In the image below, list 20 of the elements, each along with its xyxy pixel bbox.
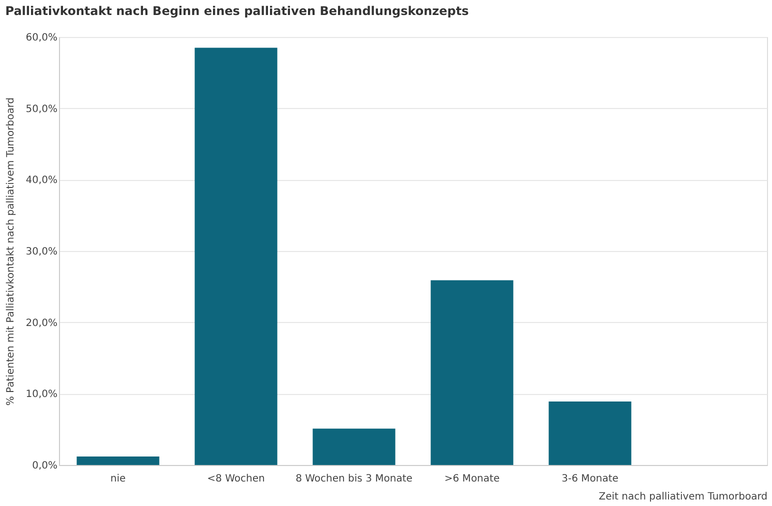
y-tick-label: 20,0% — [26, 318, 58, 329]
y-tick-label: 10,0% — [26, 389, 58, 400]
y-tick-label: 60,0% — [26, 32, 58, 44]
x-axis-title: Zeit nach palliativem Tumorboard — [598, 492, 768, 502]
x-tick-label: 8 Wochen bis 3 Monate — [296, 474, 412, 484]
x-tick-label: nie — [110, 474, 126, 484]
x-tick-label: 3-6 Monate — [562, 474, 618, 484]
bar — [430, 280, 514, 465]
bar — [194, 48, 278, 465]
y-tick-label: 50,0% — [26, 104, 58, 115]
y-tick-label: 30,0% — [26, 246, 58, 258]
y-tick-label: 40,0% — [26, 175, 58, 186]
y-tick-label: 0,0% — [32, 460, 58, 472]
bar — [312, 428, 396, 465]
x-tick-label: >6 Monate — [444, 474, 500, 484]
bar — [76, 456, 160, 465]
bar — [548, 402, 632, 465]
x-tick-label: <8 Wochen — [207, 474, 265, 484]
y-axis-title: % Patienten mit Palliativkontakt nach palliativem Tumorboard — [6, 97, 17, 406]
chart-title: Palliativkontakt nach Beginn eines palliativen Behandlungskonzepts — [5, 4, 469, 18]
